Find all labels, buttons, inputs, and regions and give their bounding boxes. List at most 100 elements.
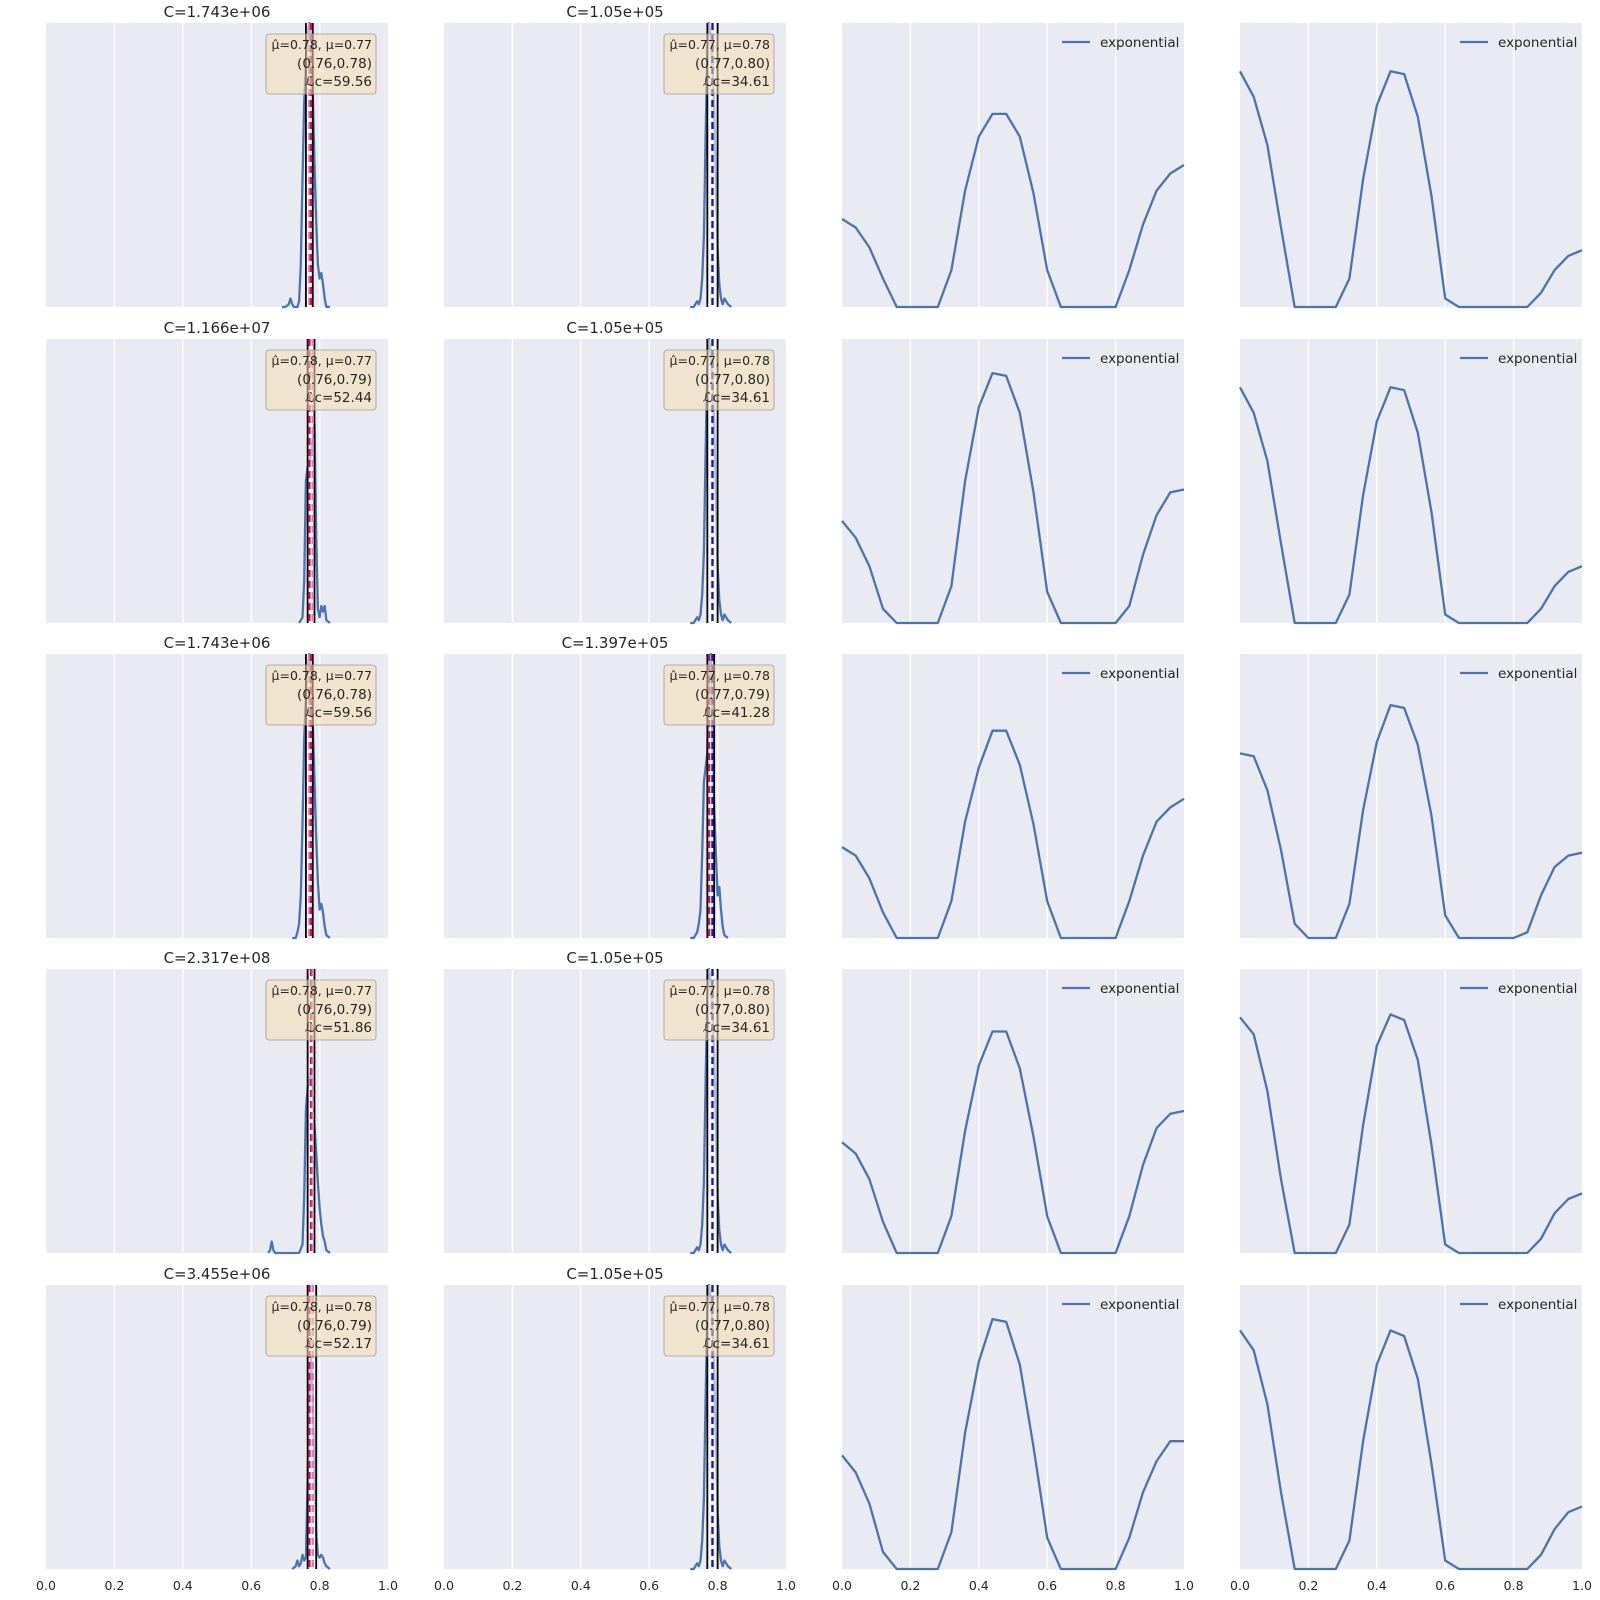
axes-background [1240, 1285, 1582, 1569]
subplot-1-2: exponential [841, 339, 1185, 625]
axes-background [1240, 969, 1582, 1253]
x-tick-label: 0.6 [639, 1578, 659, 1593]
interval-band [707, 23, 718, 307]
series-line [841, 1030, 1185, 1255]
series-line [841, 729, 1185, 940]
subplot-1-0: μ̂=0.78, μ=0.77 (0.76,0.79) ℒc=52.44 C=1.16… [46, 319, 388, 624]
annotation-line-1: μ̂=0.77, μ=0.78 [670, 353, 771, 368]
subplot-title: C=1.397e+05 [562, 634, 669, 652]
subplot-0-1: μ̂=0.77, μ=0.78 (0.77,0.80) ℒc=34.61 C=1.05… [444, 3, 786, 309]
subplot-2-0: μ̂=0.78, μ=0.77 (0.76,0.78) ℒc=59.56 C=1.74… [46, 634, 388, 940]
legend-label: exponential [1498, 351, 1577, 367]
legend-label: exponential [1100, 666, 1179, 682]
annotation-line-3: ℒc=59.56 [305, 705, 372, 721]
x-tick-label: 0.0 [36, 1578, 56, 1593]
annotation-line-3: ℒc=52.44 [305, 390, 372, 406]
x-tick-label: 0.4 [1367, 1578, 1387, 1593]
interval-band [305, 654, 313, 938]
legend-label: exponential [1498, 1297, 1577, 1313]
annotation-line-3: ℒc=34.61 [703, 74, 770, 90]
subplot-title: C=1.05e+05 [566, 3, 663, 21]
annotation-box [265, 33, 377, 95]
annotation-line-2: (0.76,0.79) [297, 1002, 372, 1018]
x-tick-label: 0.0 [1230, 1578, 1250, 1593]
annotation-line-1: μ̂=0.77, μ=0.78 [670, 668, 771, 683]
subplot-2-3: exponential [1239, 654, 1583, 940]
x-tick-label: 0.2 [502, 1578, 522, 1593]
annotation-line-2: (0.76,0.78) [297, 56, 372, 72]
subplot-title: C=1.05e+05 [566, 949, 663, 967]
x-tick-label: 0.8 [1106, 1578, 1126, 1593]
series-line [841, 371, 1185, 625]
annotation-line-2: (0.77,0.80) [695, 1318, 770, 1334]
annotation-box [663, 33, 775, 95]
subplot-1-3: exponential [1238, 339, 1583, 625]
x-tick-label: 0.4 [173, 1578, 193, 1593]
subplot-4-0: μ̂=0.78, μ=0.78 (0.76,0.79) ℒc=52.17 C=3.45… [36, 1265, 398, 1593]
interval-band [707, 1285, 718, 1569]
interval-band [305, 23, 313, 307]
annotation-line-3: ℒc=34.61 [703, 390, 770, 406]
annotation-box [265, 979, 377, 1041]
x-tick-label: 0.8 [708, 1578, 728, 1593]
annotation-line-1: μ̂=0.78, μ=0.77 [272, 37, 372, 52]
annotation-line-2: (0.77,0.80) [695, 372, 770, 388]
annotation-line-1: μ̂=0.77, μ=0.78 [670, 983, 771, 998]
series-line [1239, 1013, 1583, 1255]
legend-label: exponential [1100, 35, 1179, 51]
legend-label: exponential [1100, 1297, 1179, 1313]
x-tick-label: 0.8 [1504, 1578, 1524, 1593]
annotation-line-3: ℒc=34.61 [703, 1336, 770, 1352]
series-line [1239, 703, 1583, 940]
series-line [1238, 70, 1583, 309]
annotation-line-2: (0.76,0.78) [297, 687, 372, 703]
x-tick-label: 0.4 [571, 1578, 591, 1593]
interval-band [707, 654, 715, 938]
annotation-line-2: (0.77,0.80) [695, 56, 770, 72]
x-tick-label: 1.0 [1174, 1578, 1194, 1593]
annotation-line-3: ℒc=34.61 [703, 1020, 770, 1036]
annotation-line-1: μ̂=0.77, μ=0.78 [670, 37, 771, 52]
x-tick-label: 0.4 [969, 1578, 989, 1593]
subplot-0-3: exponential [1238, 23, 1583, 309]
series-line [841, 112, 1185, 309]
annotation-line-2: (0.76,0.79) [297, 372, 372, 388]
annotation-box [663, 979, 775, 1041]
subplot-title: C=1.743e+06 [164, 3, 271, 21]
annotation-box [265, 1295, 377, 1357]
subplot-1-1: μ̂=0.77, μ=0.78 (0.77,0.80) ℒc=34.61 C=1.05… [444, 319, 786, 625]
subplot-title: C=1.743e+06 [164, 634, 271, 652]
subplot-4-2: exponential 0.0 0.2 0.4 0.6 0.8 1.0 [832, 1285, 1194, 1593]
axes-background [842, 1285, 1184, 1569]
annotation-line-1: μ̂=0.77, μ=0.78 [670, 1299, 771, 1314]
interval-band [307, 339, 315, 623]
annotation-line-1: μ̂=0.78, μ=0.78 [272, 1299, 373, 1314]
annotation-line-2: (0.77,0.79) [695, 687, 770, 703]
legend-label: exponential [1498, 35, 1577, 51]
x-tick-label: 0.0 [832, 1578, 852, 1593]
x-tick-label: 0.2 [1298, 1578, 1318, 1593]
annotation-box [663, 1295, 775, 1357]
x-tick-label: 0.2 [900, 1578, 920, 1593]
subplot-3-3: exponential [1239, 969, 1583, 1255]
annotation-box [663, 349, 775, 411]
x-tick-label: 0.8 [310, 1578, 330, 1593]
legend-label: exponential [1100, 351, 1179, 367]
axes-background [842, 969, 1184, 1253]
x-tick-label: 1.0 [776, 1578, 796, 1593]
annotation-line-2: (0.77,0.80) [695, 1002, 770, 1018]
axes-background [1240, 339, 1582, 623]
legend-label: exponential [1498, 666, 1577, 682]
x-tick-label: 0.6 [1037, 1578, 1057, 1593]
axes-background [842, 339, 1184, 623]
annotation-box [265, 664, 377, 726]
axes-background [842, 23, 1184, 307]
annotation-line-3: ℒc=41.28 [703, 705, 770, 721]
x-tick-label: 1.0 [378, 1578, 398, 1593]
interval-band [307, 1285, 317, 1569]
subplot-title: C=1.166e+07 [164, 319, 271, 337]
subplot-3-0: μ̂=0.78, μ=0.77 (0.76,0.79) ℒc=51.86 C=2.31… [46, 949, 388, 1255]
axes-background [1240, 654, 1582, 938]
subplot-0-2: exponential [841, 23, 1185, 309]
